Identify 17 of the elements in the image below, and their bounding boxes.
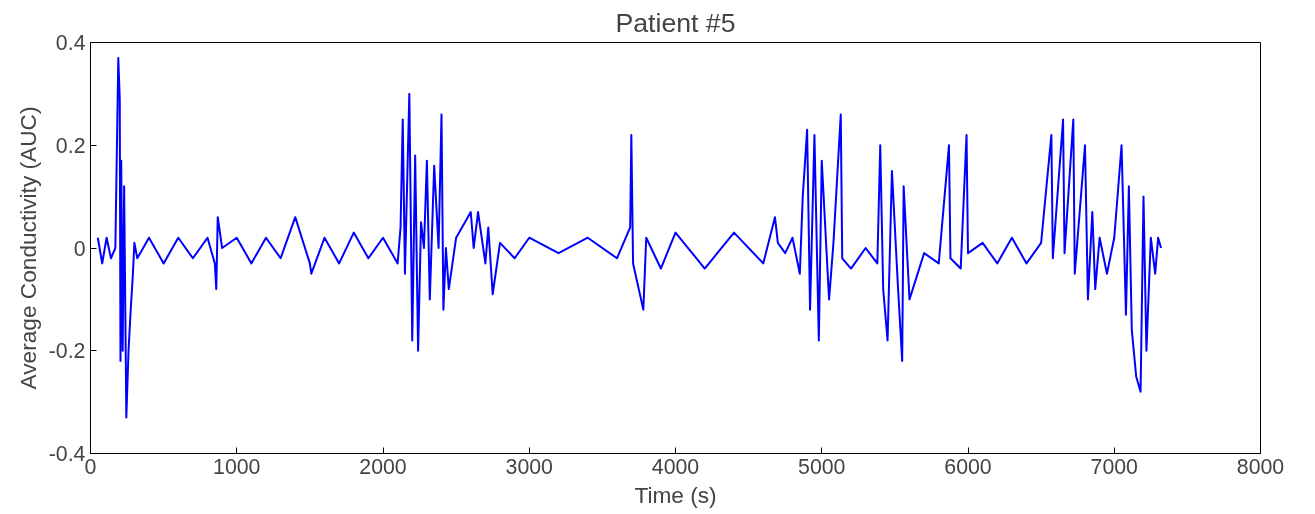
y-tick-label: 0 [73,236,86,261]
chart-title: Patient #5 [615,7,736,38]
x-tick-label: 7000 [1090,454,1139,479]
x-tick-label: 4000 [651,454,700,479]
y-tick-label: -0.2 [48,339,86,364]
line-series [96,56,1163,419]
x-tick-label: 1000 [213,454,261,479]
x-axis-title: Time (s) [634,481,717,508]
y-axis-title: Average Conductivity (AUC) [14,106,41,390]
x-tick-label: 8000 [1236,454,1285,479]
x-tick-label: 6000 [944,454,992,479]
x-tick-label: 3000 [505,454,554,479]
y-tick-label: -0.4 [48,442,86,466]
y-tick-label: 0.4 [55,31,86,55]
x-tick-label: 2000 [359,454,407,479]
y-tick-label: 0.2 [55,133,86,158]
x-tick-label: 5000 [798,454,846,479]
